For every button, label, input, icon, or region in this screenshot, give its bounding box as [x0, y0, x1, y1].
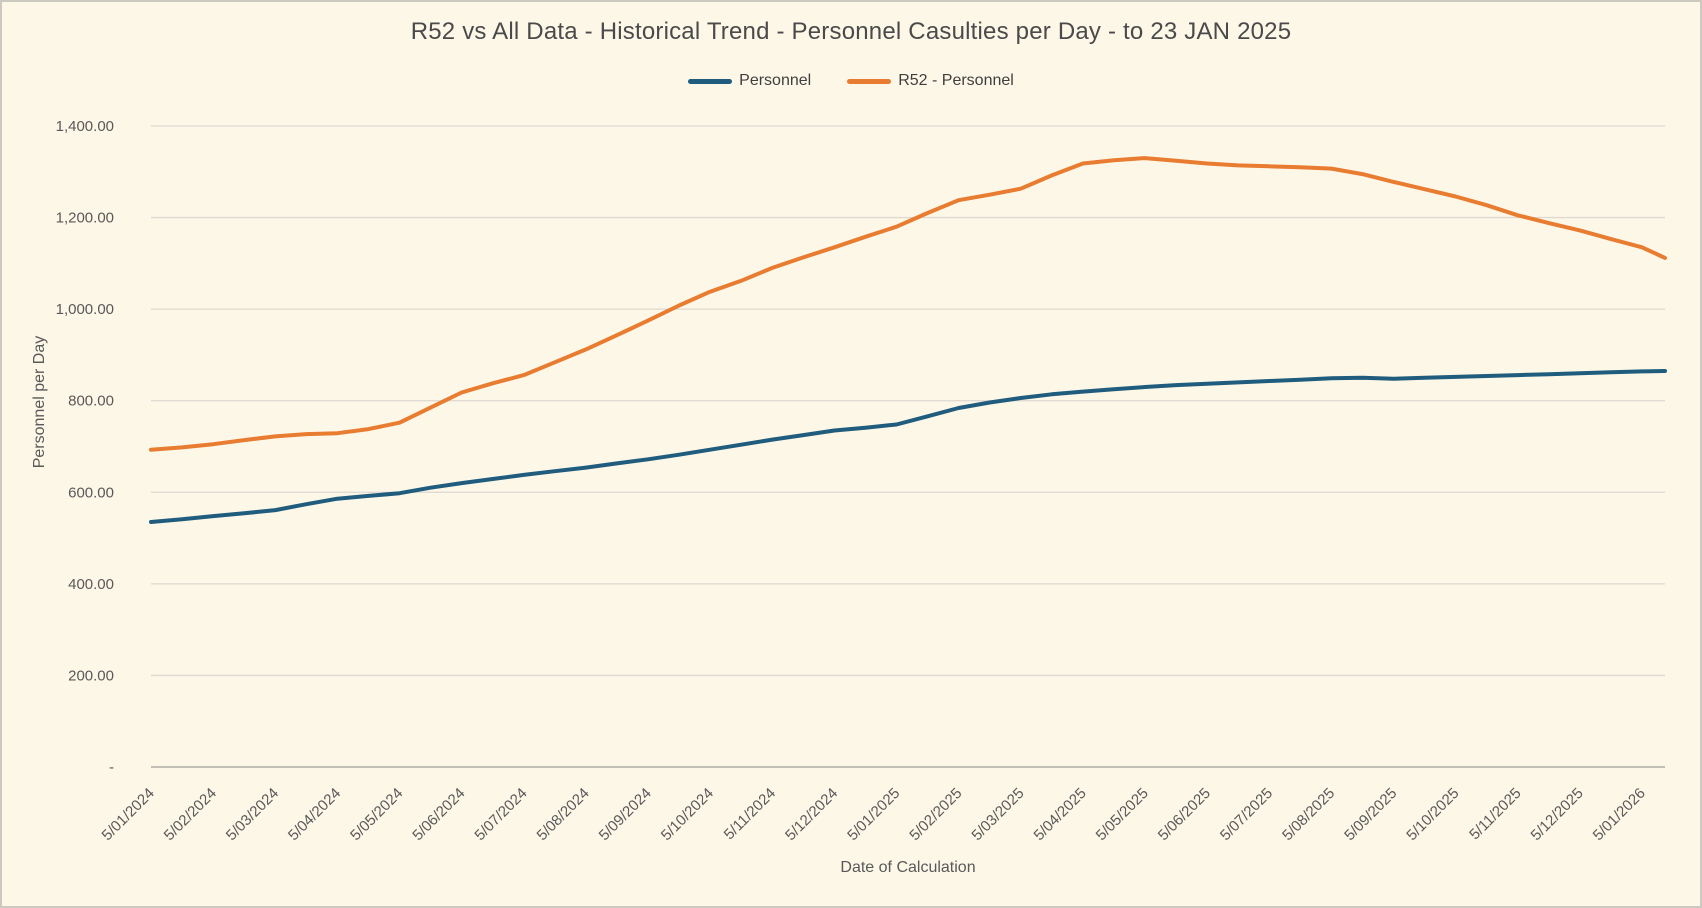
y-axis-title: Personnel per Day: [31, 335, 48, 469]
y-tick-label: 800.00: [68, 393, 114, 410]
legend-label-r52-personnel: R52 - Personnel: [898, 72, 1014, 89]
x-tick-label: 5/10/2025: [1403, 785, 1462, 844]
x-tick-label: 5/01/2025: [844, 785, 903, 844]
x-tick-label: 5/06/2024: [409, 785, 468, 844]
x-tick-label: 5/05/2024: [347, 785, 406, 844]
x-tick-label: 5/10/2024: [658, 785, 717, 844]
x-tick-label: 5/05/2025: [1093, 785, 1152, 844]
x-tick-label: 5/04/2025: [1031, 785, 1090, 844]
series-line-r52-personnel: [149, 156, 1667, 452]
x-tick-label: 5/08/2024: [533, 785, 592, 844]
x-tick-label: 5/07/2025: [1217, 785, 1276, 844]
x-tick-label: 5/02/2025: [906, 785, 965, 844]
x-tick-label: 5/03/2025: [968, 785, 1027, 844]
y-tick-label: 1,000.00: [56, 301, 114, 318]
x-tick-label: 5/08/2025: [1279, 785, 1338, 844]
x-tick-label: 5/01/2026: [1590, 785, 1649, 844]
legend-label-personnel: Personnel: [739, 72, 812, 89]
y-tick-label: -: [109, 759, 114, 776]
x-axis-title: Date of Calculation: [840, 859, 976, 876]
y-tick-label: 600.00: [68, 484, 114, 501]
legend-swatch-r52-personnel: [847, 78, 892, 84]
legend-item-r52-personnel: R52 - Personnel: [847, 72, 1014, 90]
legend-item-personnel: Personnel: [688, 72, 811, 90]
x-tick-label: 5/04/2024: [285, 785, 344, 844]
legend: Personnel R52 - Personnel: [2, 72, 1700, 90]
x-tick-label: 5/01/2024: [99, 785, 158, 844]
chart-title: R52 vs All Data - Historical Trend - Per…: [410, 18, 1292, 45]
x-tick-label: 5/11/2025: [1466, 785, 1524, 843]
x-tick-label: 5/02/2024: [161, 785, 220, 844]
x-tick-label: 5/09/2024: [596, 785, 655, 844]
x-tick-label: 5/12/2024: [782, 785, 841, 844]
y-tick-label: 1,400.00: [56, 118, 114, 135]
y-tick-label: 400.00: [68, 576, 114, 593]
x-tick-label: 5/11/2024: [721, 785, 779, 843]
x-tick-label: 5/03/2024: [223, 785, 282, 844]
y-tick-label: 200.00: [68, 667, 114, 684]
series-line-personnel: [149, 369, 1667, 524]
x-tick-label: 5/07/2024: [471, 785, 530, 844]
x-tick-label: 5/12/2025: [1528, 785, 1587, 844]
legend-swatch-personnel: [688, 78, 733, 84]
x-tick-label: 5/06/2025: [1155, 785, 1214, 844]
y-tick-label: 1,200.00: [56, 210, 114, 227]
x-tick-label: 5/09/2025: [1341, 785, 1400, 844]
